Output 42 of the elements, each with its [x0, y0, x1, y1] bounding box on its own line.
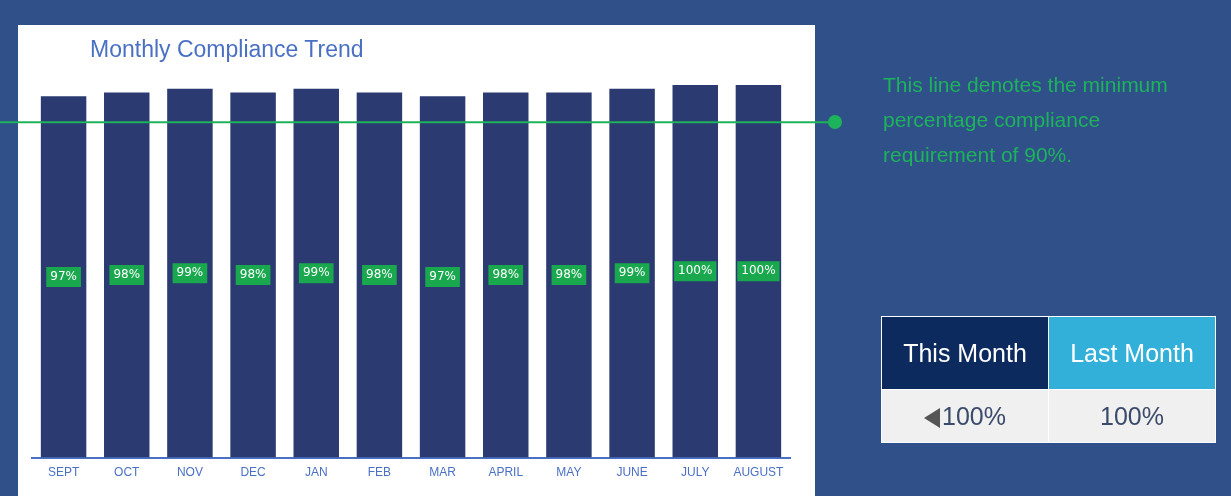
data-label: 98%: [492, 267, 520, 282]
chart-title: Monthly Compliance Trend: [90, 36, 364, 63]
bar: [609, 88, 655, 458]
bar: [672, 85, 718, 458]
bar: [356, 92, 403, 458]
x-tick-label: DEC: [240, 465, 267, 480]
x-tick-label: AUGUST: [733, 465, 785, 480]
bar: [230, 92, 276, 458]
bar: [419, 96, 466, 458]
data-label: 99%: [302, 265, 330, 280]
category-label: Last Month: [1048, 316, 1216, 390]
x-tick-label: JAN: [304, 465, 328, 480]
data-label: 98%: [113, 267, 141, 282]
x-tick-label: JUNE: [616, 465, 648, 480]
text: 100%: [942, 401, 1006, 430]
data-label: 97%: [429, 269, 456, 284]
x-tick-label: APRIL: [488, 465, 524, 480]
x-tick-label: MAY: [556, 465, 582, 480]
data-label: 97%: [50, 269, 77, 284]
data-label: 98%: [239, 267, 267, 282]
ref-line-label: This line denotes the minimum percentage compliance requirement of 90%.: [883, 72, 1168, 166]
x-tick-label: FEB: [367, 465, 392, 480]
x-tick-label: OCT: [114, 465, 141, 480]
bar: [104, 92, 150, 458]
x-tick-label: SEPT: [47, 465, 80, 480]
data-label: 100%: [741, 263, 776, 278]
x-tick-label: NOV: [176, 465, 203, 480]
data-label: 98%: [555, 267, 583, 282]
text: 100%: [1100, 401, 1164, 430]
bar: [293, 88, 339, 458]
category-label: This Month: [881, 316, 1049, 390]
x-tick-label: JULY: [681, 465, 710, 480]
data-label: 99%: [176, 265, 204, 280]
bar: [40, 96, 87, 458]
x-tick-label: MAR: [429, 465, 457, 480]
data-label: 98%: [366, 267, 393, 282]
bar: [167, 88, 213, 458]
data-label: 100%: [678, 263, 713, 278]
data-label: 99%: [618, 265, 646, 280]
bar: [483, 92, 529, 458]
bar: [546, 92, 592, 458]
bar: [735, 85, 782, 458]
